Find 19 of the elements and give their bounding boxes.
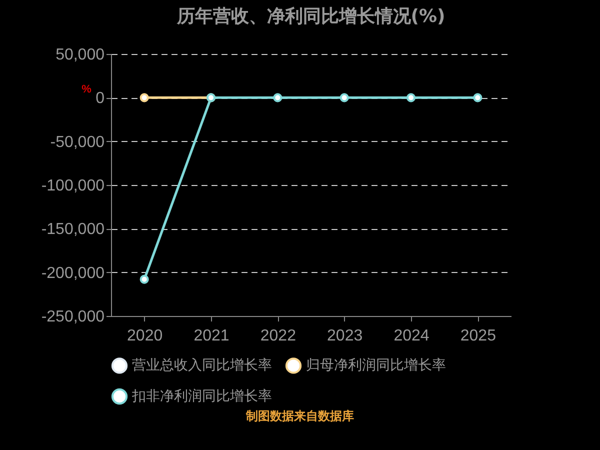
y-axis-title: %: [82, 84, 92, 96]
legend-label: 营业总收入同比增长率: [132, 356, 272, 373]
legend-label: 归母净利润同比增长率: [306, 356, 446, 373]
y-tick-label: -150,000: [41, 221, 105, 238]
x-tick-label: 2025: [460, 328, 496, 344]
text: 制图数据来自数据库: [244, 408, 355, 425]
y-tick-label: 50,000: [56, 46, 105, 64]
x-tick-label: 2023: [327, 328, 363, 344]
y-tick-label: -100,000: [41, 178, 105, 194]
y-tick-label: -250,000: [41, 308, 105, 326]
y-tick-label: -200,000: [41, 264, 105, 282]
x-tick-label: 2020: [127, 328, 163, 344]
y-tick-label: 0: [96, 90, 105, 108]
x-tick-label: 2022: [260, 328, 296, 344]
chart-title: 历年营收、净利同比增长情况(%): [176, 6, 446, 27]
x-tick-label: 2021: [194, 328, 230, 344]
legend-label: 扣非净利润同比增长率: [131, 388, 272, 404]
x-tick-label: 2024: [394, 328, 430, 344]
y-tick-label: -50,000: [50, 134, 105, 151]
